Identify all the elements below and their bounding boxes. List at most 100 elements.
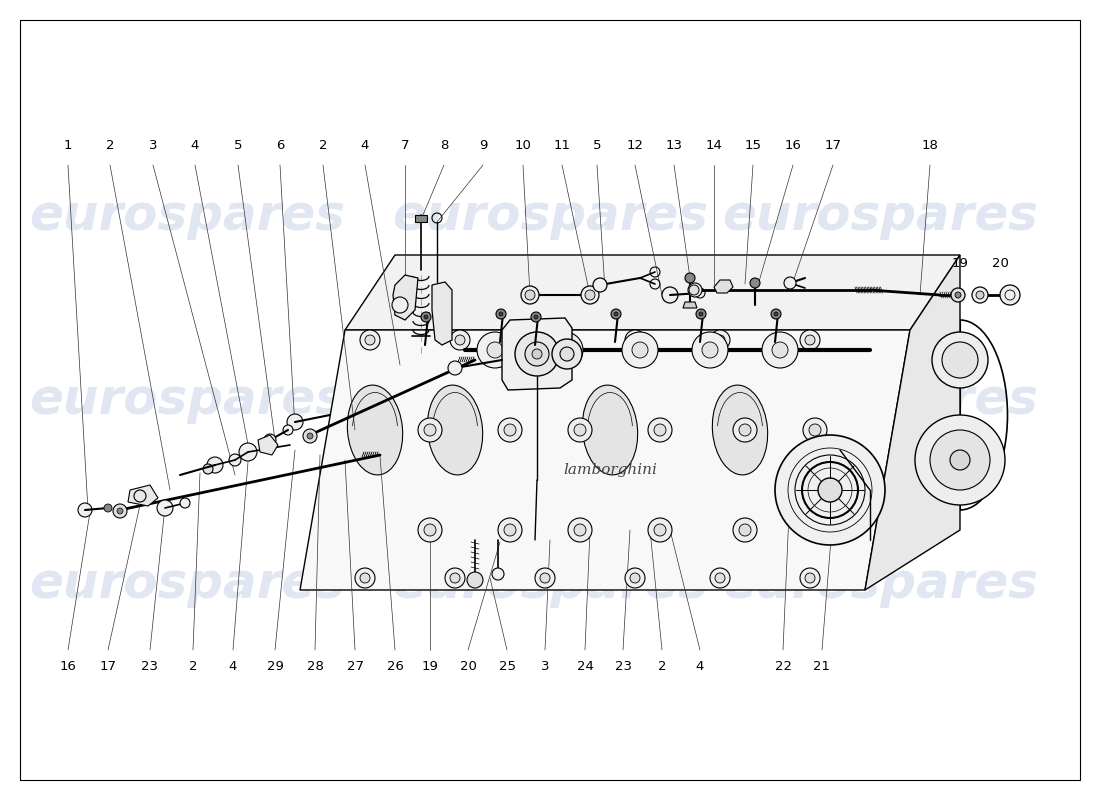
Circle shape	[264, 434, 276, 446]
Circle shape	[547, 332, 583, 368]
Circle shape	[784, 277, 796, 289]
Circle shape	[952, 288, 965, 302]
Text: 5: 5	[233, 139, 242, 152]
Circle shape	[540, 573, 550, 583]
Text: 16: 16	[59, 660, 76, 673]
Circle shape	[525, 290, 535, 300]
Text: 2: 2	[189, 660, 197, 673]
Polygon shape	[865, 255, 960, 590]
Polygon shape	[683, 302, 697, 308]
Text: 23: 23	[615, 660, 631, 673]
Circle shape	[78, 503, 92, 517]
Circle shape	[689, 285, 698, 295]
Text: 28: 28	[307, 660, 323, 673]
Circle shape	[552, 339, 582, 369]
Circle shape	[355, 568, 375, 588]
Text: 2: 2	[658, 660, 667, 673]
Circle shape	[739, 524, 751, 536]
Circle shape	[688, 283, 702, 297]
Circle shape	[104, 504, 112, 512]
Text: eurospares: eurospares	[392, 560, 708, 608]
Circle shape	[662, 287, 678, 303]
Circle shape	[808, 524, 821, 536]
Circle shape	[574, 524, 586, 536]
Polygon shape	[714, 280, 733, 293]
Circle shape	[932, 332, 988, 388]
Text: 17: 17	[825, 139, 842, 152]
Circle shape	[772, 342, 788, 358]
Circle shape	[1000, 285, 1020, 305]
Polygon shape	[432, 282, 452, 345]
Circle shape	[302, 429, 317, 443]
Circle shape	[365, 335, 375, 345]
Text: 3: 3	[148, 139, 157, 152]
Circle shape	[625, 568, 645, 588]
Circle shape	[715, 335, 725, 345]
Circle shape	[455, 335, 465, 345]
Text: 27: 27	[346, 660, 363, 673]
Circle shape	[499, 312, 503, 316]
Circle shape	[610, 309, 621, 319]
Text: 7: 7	[400, 139, 409, 152]
Circle shape	[685, 273, 695, 283]
Text: 9: 9	[478, 139, 487, 152]
Circle shape	[774, 312, 778, 316]
Circle shape	[418, 518, 442, 542]
Circle shape	[654, 524, 666, 536]
Circle shape	[818, 478, 842, 502]
Circle shape	[808, 424, 821, 436]
Text: 29: 29	[266, 660, 284, 673]
Text: 4: 4	[229, 660, 238, 673]
Circle shape	[976, 291, 984, 299]
Text: 18: 18	[922, 139, 938, 152]
Circle shape	[762, 332, 798, 368]
Circle shape	[283, 425, 293, 435]
Circle shape	[450, 573, 460, 583]
Text: 23: 23	[142, 660, 158, 673]
Text: 13: 13	[666, 139, 682, 152]
Circle shape	[424, 315, 428, 319]
Circle shape	[450, 330, 470, 350]
Text: 2: 2	[319, 139, 328, 152]
Circle shape	[204, 464, 213, 474]
Circle shape	[776, 435, 886, 545]
Circle shape	[698, 312, 703, 316]
Circle shape	[630, 573, 640, 583]
Text: 6: 6	[276, 139, 284, 152]
Circle shape	[535, 330, 556, 350]
Text: eurospares: eurospares	[722, 192, 1038, 240]
Circle shape	[795, 455, 865, 525]
Circle shape	[930, 430, 990, 490]
Circle shape	[157, 500, 173, 516]
Circle shape	[805, 335, 815, 345]
Circle shape	[648, 518, 672, 542]
Text: 15: 15	[745, 139, 761, 152]
Circle shape	[504, 424, 516, 436]
Polygon shape	[258, 435, 278, 455]
Circle shape	[614, 312, 618, 316]
Circle shape	[800, 330, 820, 350]
Circle shape	[392, 297, 408, 313]
Text: 16: 16	[784, 139, 802, 152]
Circle shape	[630, 335, 640, 345]
Polygon shape	[345, 255, 960, 330]
Circle shape	[942, 342, 978, 378]
Circle shape	[557, 342, 573, 358]
Text: eurospares: eurospares	[722, 560, 1038, 608]
Text: eurospares: eurospares	[392, 192, 708, 240]
Text: 5: 5	[593, 139, 602, 152]
Circle shape	[360, 330, 379, 350]
Circle shape	[733, 418, 757, 442]
Circle shape	[568, 518, 592, 542]
Circle shape	[540, 335, 550, 345]
Circle shape	[702, 342, 718, 358]
Circle shape	[117, 508, 123, 514]
Circle shape	[654, 424, 666, 436]
Circle shape	[239, 443, 257, 461]
Text: eurospares: eurospares	[29, 192, 345, 240]
Circle shape	[180, 498, 190, 508]
Circle shape	[421, 312, 431, 322]
Circle shape	[468, 572, 483, 588]
Circle shape	[532, 349, 542, 359]
Circle shape	[585, 290, 595, 300]
